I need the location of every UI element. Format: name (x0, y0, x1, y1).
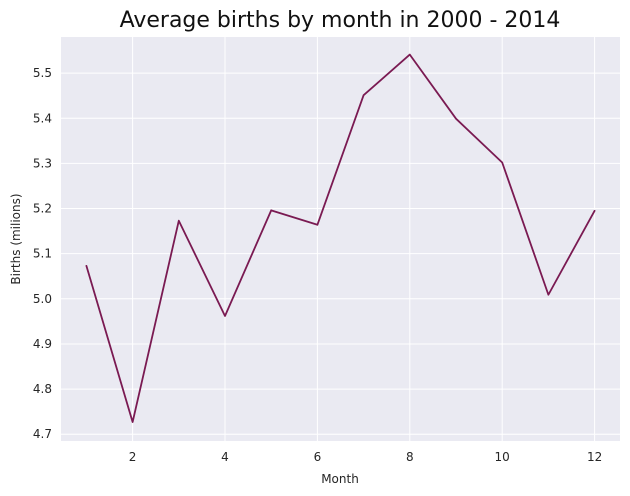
x-tick-label: 8 (406, 450, 414, 464)
x-gridlines (132, 37, 596, 441)
y-tick-label: 5.0 (33, 292, 52, 306)
y-tick-label: 5.1 (33, 247, 52, 261)
x-tick-label: 10 (495, 450, 510, 464)
y-tick-label: 4.7 (33, 427, 52, 441)
y-tick-label: 5.3 (33, 156, 52, 170)
y-tick-label: 5.2 (33, 202, 52, 216)
series-layer (85, 53, 596, 423)
series-line (85, 53, 596, 423)
x-tick-label: 12 (587, 450, 602, 464)
y-tick-label: 4.8 (33, 382, 52, 396)
x-tick-labels: 2 4 6 8 10 12 (129, 450, 602, 464)
y-tick-label: 5.4 (33, 111, 52, 125)
y-tick-labels: 4.7 4.8 4.9 5.0 5.1 5.2 5.3 5.4 5.5 (33, 66, 52, 441)
x-tick-label: 4 (221, 450, 229, 464)
y-tick-label: 5.5 (33, 66, 52, 80)
y-gridlines (61, 72, 620, 435)
y-axis-label: Births (milions) (9, 193, 23, 284)
x-tick-label: 2 (129, 450, 137, 464)
y-tick-label: 4.9 (33, 337, 52, 351)
plot-area (61, 37, 620, 441)
x-tick-label: 6 (314, 450, 322, 464)
x-axis-label: Month (321, 472, 359, 486)
chart-title: Average births by month in 2000 - 2014 (120, 8, 561, 33)
